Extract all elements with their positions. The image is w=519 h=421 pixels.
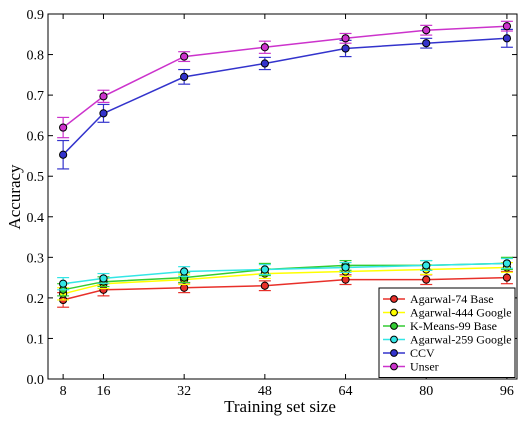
y-axis-title: Accuracy [5,164,24,230]
y-tick-label: 0.3 [27,251,45,266]
data-point [180,283,189,292]
x-tick-label: 48 [258,384,272,399]
data-point [341,263,350,272]
data-point [422,261,431,270]
legend-label: Agarwal-444 Google [410,306,512,320]
x-tick-label: 32 [177,384,191,399]
x-tick-label: 8 [60,384,67,399]
data-point [99,92,108,101]
x-tick-label: 64 [339,384,353,399]
data-point [59,150,68,159]
series-line [62,25,507,129]
data-point [59,123,68,132]
y-tick-label: 0.9 [27,8,45,23]
data-point [341,275,350,284]
data-point [180,267,189,276]
y-tick-label: 0.2 [27,292,45,307]
series-line [62,37,507,156]
y-tick-label: 0.8 [27,49,45,64]
y-tick-label: 0.7 [27,89,45,104]
legend-marker [390,362,398,371]
data-point [99,109,108,118]
legend-marker [390,295,398,303]
y-tick-label: 0.5 [27,170,45,185]
axis-ticks: 0.0 0.1 0.2 0.3 0.4 0.5 0.6 0.7 0.8 0.9 8 16 32 48 64 8… [27,8,517,399]
y-tick-label: 0.1 [27,332,45,347]
legend-label: K-Means-99 Base [410,319,497,333]
series-4 [57,257,513,291]
x-axis-title: Training set size [224,397,336,416]
x-tick-label: 80 [419,384,433,399]
data-point [180,72,189,81]
data-point [502,34,512,43]
y-tick-label: 0.4 [27,211,45,226]
data-point [260,281,269,290]
series-6 [57,20,513,139]
legend-marker [390,308,398,317]
legend-label: Agarwal-259 Google [410,333,512,347]
data-point [502,273,512,282]
y-tick-label: 0.6 [27,130,45,145]
data-point [422,26,431,35]
data-point [180,52,189,61]
data-point [422,275,431,284]
data-point [59,279,68,288]
series-layer [57,20,513,308]
y-tick-label: 0.0 [27,373,45,388]
data-point [99,274,108,283]
data-point [260,59,269,68]
legend-marker [390,335,398,344]
x-tick-label: 96 [500,384,514,399]
legend-marker [390,322,398,330]
x-tick-label: 16 [96,384,110,399]
data-point [341,44,350,53]
legend-marker [390,349,398,357]
plot-frame [47,13,518,380]
legend-label: CCV [410,346,435,360]
data-point [502,259,512,268]
legend-label: Agarwal-74 Base [410,292,494,306]
data-point [341,34,350,43]
series-5 [57,28,513,170]
legend-label: Unser [410,360,439,374]
data-point [260,265,269,274]
data-point [502,22,512,31]
legend-box [378,287,516,378]
data-point [260,43,269,52]
data-point [422,39,431,48]
